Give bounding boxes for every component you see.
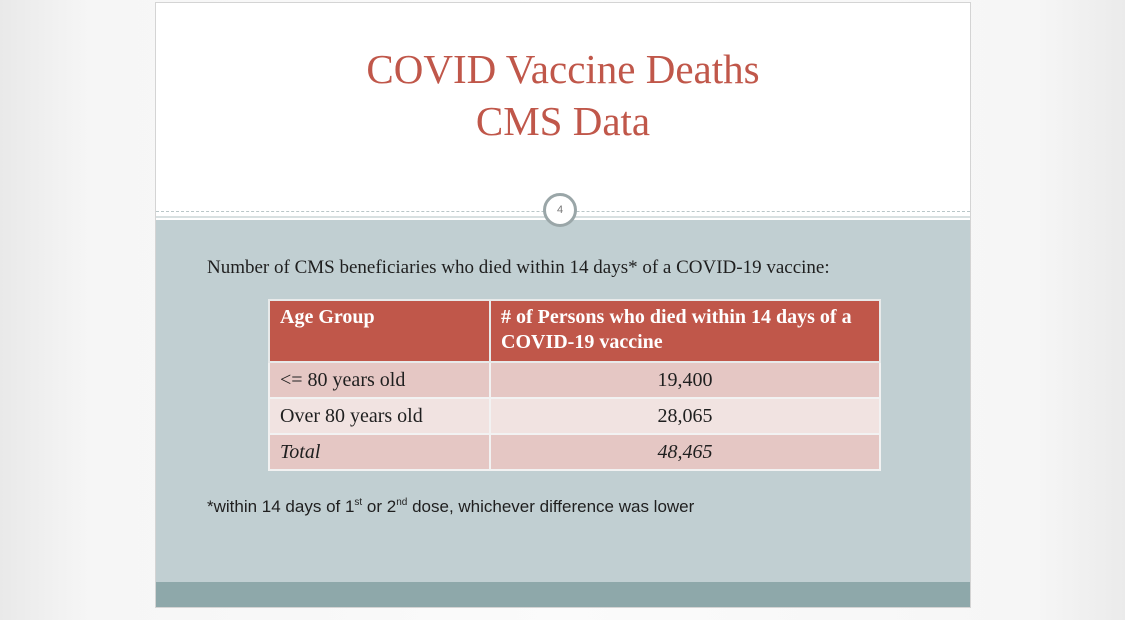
slide-title: COVID Vaccine Deaths CMS Data (156, 43, 970, 147)
intro-text: Number of CMS beneficiaries who died wit… (207, 257, 830, 278)
cell-count: 28,065 (489, 397, 881, 435)
table-row: <= 80 years old 19,400 (268, 361, 881, 399)
header-age-group: Age Group (268, 299, 491, 363)
table-row: Over 80 years old 28,065 (268, 397, 881, 435)
slide-title-area: COVID Vaccine Deaths CMS Data (156, 3, 970, 213)
slide-title-line-2: CMS Data (475, 98, 651, 144)
footnote-sup-1: st (354, 497, 363, 508)
presentation-slide: COVID Vaccine Deaths CMS Data 4 Number o… (155, 2, 971, 608)
slide-title-line-1: COVID Vaccine Deaths (366, 46, 760, 92)
deaths-table: Age Group # of Persons who died within 1… (268, 299, 881, 471)
header-persons-died: # of Persons who died within 14 days of … (489, 299, 881, 363)
footnote: *within 14 days of 1st or 2nd dose, whic… (207, 497, 694, 517)
slide-content-area: Number of CMS beneficiaries who died wit… (156, 220, 970, 582)
table-header-row: Age Group # of Persons who died within 1… (268, 299, 881, 363)
footnote-middle: or 2 (362, 497, 397, 516)
slide-footer-band (156, 582, 970, 607)
footnote-sup-2: nd (396, 497, 408, 508)
cell-count: 19,400 (489, 361, 881, 399)
cell-age-group: Over 80 years old (268, 397, 491, 435)
slide-number-badge: 4 (543, 193, 577, 227)
footnote-prefix: *within 14 days of 1 (207, 497, 355, 516)
footnote-suffix: dose, whichever difference was lower (407, 497, 695, 516)
cell-total-count: 48,465 (489, 433, 881, 471)
table-row-total: Total 48,465 (268, 433, 881, 471)
cell-total-label: Total (268, 433, 491, 471)
cell-age-group: <= 80 years old (268, 361, 491, 399)
